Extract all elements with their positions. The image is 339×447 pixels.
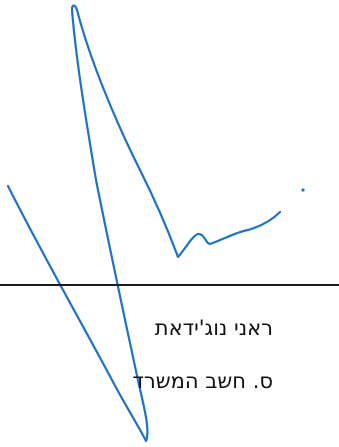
signature-dot xyxy=(301,188,305,192)
signer-name: ראני נוג'ידאת xyxy=(154,316,273,340)
signature-line xyxy=(0,284,339,286)
signature-stroke xyxy=(6,4,282,443)
signer-title: ס. חשב המשרד xyxy=(132,369,273,393)
